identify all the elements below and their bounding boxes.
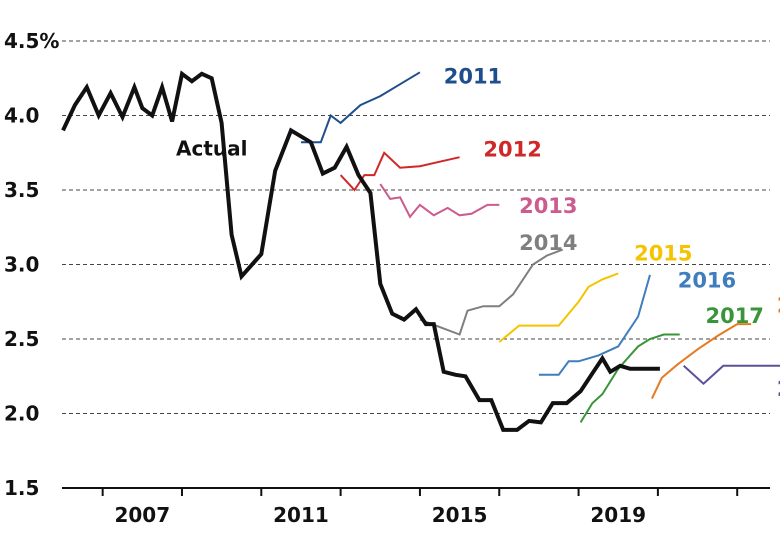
y-tick-label: 1.5 <box>4 476 39 500</box>
series-line-2011 <box>301 71 421 144</box>
y-tick-label: 3.0 <box>4 253 39 277</box>
series-label-2013: 2013 <box>519 194 577 218</box>
series-label-2016: 2016 <box>678 268 736 292</box>
series-line-2013 <box>379 183 500 219</box>
series-line-2017 <box>579 333 680 423</box>
y-tick-label: 2.0 <box>4 402 39 426</box>
series-label-2014: 2014 <box>519 231 577 255</box>
series-label-2012: 2012 <box>483 137 541 161</box>
y-tick-label: 4.0 <box>4 104 39 128</box>
series-line-2019 <box>683 364 780 386</box>
series-label-2011: 2011 <box>444 64 502 88</box>
y-tick-label: 4.5% <box>4 29 59 53</box>
series-label-2017: 2017 <box>705 304 763 328</box>
axes: 4.5% 4.0 3.5 3.0 2.5 2.0 1.5 2007 2011 2015 2019 <box>4 29 770 527</box>
series-line-2014 <box>419 248 564 336</box>
series-line-2018 <box>650 323 752 400</box>
x-tick-label: 2011 <box>273 503 329 527</box>
series-line-2015 <box>498 272 619 343</box>
series-line-actual <box>61 70 660 432</box>
series-label-2015: 2015 <box>634 242 692 266</box>
y-tick-label: 2.5 <box>4 327 39 351</box>
x-tick-label: 2019 <box>590 503 646 527</box>
series-label-2018: 2018 <box>777 294 780 318</box>
gridlines <box>62 40 770 414</box>
series-label-2019: 2019 <box>777 377 780 401</box>
actual-series-label: Actual <box>176 136 247 160</box>
x-tick-label: 2015 <box>432 503 488 527</box>
x-tick-label: 2007 <box>114 503 170 527</box>
series-line-2012 <box>339 151 460 192</box>
series-line-2016 <box>538 274 651 376</box>
series-lines <box>61 70 780 432</box>
y-tick-label: 3.5 <box>4 178 39 202</box>
